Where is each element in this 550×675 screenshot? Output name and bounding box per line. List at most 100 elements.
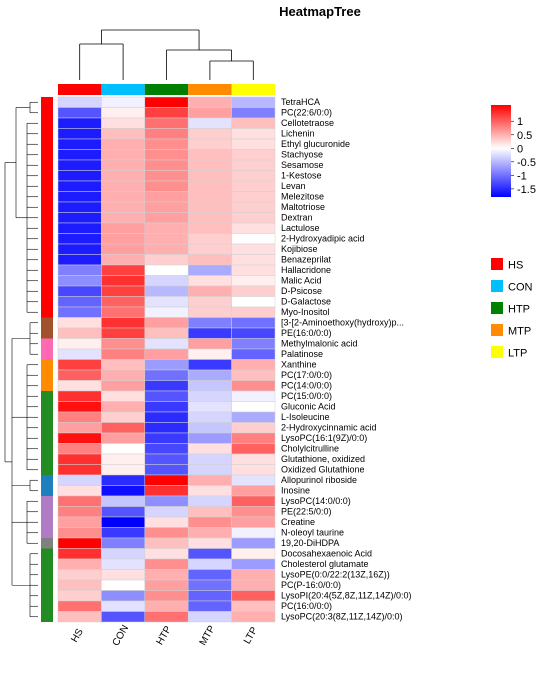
heatmap-cell [57,212,102,224]
heatmap-cells [57,96,276,623]
heatmap-cell [57,600,102,612]
heatmap-cell [144,138,189,150]
heatmap-cell [101,180,146,192]
heatmap-cell [231,191,276,203]
heatmap-cell [57,233,102,245]
row-group-swatch [41,380,53,391]
heatmap-cell [101,590,146,602]
chart-title: HeatmapTree [279,4,361,19]
heatmap-cell [231,107,276,119]
heatmap-cell [57,464,102,476]
row-label: L-Isoleucine [281,412,330,422]
heatmap-cell [187,170,232,182]
heatmap-cell [144,579,189,591]
legend-label: CON [508,282,533,294]
row-group-swatch [41,538,53,549]
column-group-swatch [188,84,232,95]
row-label: Cellotetraose [281,118,334,128]
heatmap-cell [57,96,102,108]
heatmap-cell [57,159,102,171]
heatmap-cell [101,338,146,350]
heatmap-cell [187,495,232,507]
heatmap-cell [101,600,146,612]
row-label: LysoPE(0:0/22:2(13Z,16Z)) [281,570,390,580]
heatmap-cell [231,212,276,224]
heatmap-cell [187,107,232,119]
group-legend: HS CON HTP MTP LTP [491,258,533,360]
heatmap-cell [187,390,232,402]
colorbar-tick-label: -0.5 [517,157,536,169]
row-label: Xanthine [281,360,317,370]
heatmap-cell [57,411,102,423]
heatmap-cell [144,485,189,497]
row-label: Allopurinol riboside [281,475,357,485]
heatmap-cell [187,401,232,413]
heatmap-cell [231,464,276,476]
heatmap-cell [231,96,276,108]
heatmap-cell [187,590,232,602]
heatmap-cell [144,222,189,234]
heatmap-cell [144,443,189,455]
row-group-swatch [41,139,53,150]
heatmap-cell [144,516,189,528]
row-label: Hallacridone [281,265,331,275]
heatmap-cell [187,453,232,465]
heatmap-cell [187,485,232,497]
heatmap-cell [101,359,146,371]
row-group-swatch [41,590,53,601]
row-label: Lactulose [281,223,320,233]
heatmap-cell [57,611,102,623]
heatmap-cell [144,306,189,318]
heatmap-cell [101,495,146,507]
heatmap-cell [57,369,102,381]
row-group-swatch [41,128,53,139]
heatmap-cell [231,495,276,507]
row-label: PE(22:5/0:0) [281,507,332,517]
row-label: Malic Acid [281,276,322,286]
heatmap-cell [187,558,232,570]
heatmap-cell [144,590,189,602]
row-group-swatch [41,317,53,328]
colorbar-tick-label: -1.5 [517,184,536,196]
heatmap-cell [144,296,189,308]
heatmap-cell [101,159,146,171]
row-label: Oxidized Glutathione [281,465,365,475]
heatmap-cell [57,191,102,203]
column-label: CON [111,623,132,648]
heatmap-cell [57,222,102,234]
heatmap-cell [101,432,146,444]
row-group-swatch [41,359,53,370]
heatmap-cell [187,548,232,560]
row-label: LysoPC(16:1(9Z)/0:0) [281,433,367,443]
column-label: HS [69,627,86,645]
row-group-swatch [41,223,53,234]
heatmap-cell [231,548,276,560]
legend-swatch [491,280,503,292]
heatmap-cell [144,432,189,444]
heatmap-cell [231,369,276,381]
column-label: MTP [198,624,218,648]
heatmap-cell [187,222,232,234]
colorbar: 1 0.50 -0.5-1 -1.5 [491,105,536,197]
heatmap-cell [231,411,276,423]
heatmap-cell [144,401,189,413]
heatmap-cell [101,201,146,213]
heatmap-cell [144,411,189,423]
colorbar-tick-label: -1 [517,170,527,182]
heatmap-cell [144,464,189,476]
heatmap-cell [57,254,102,266]
row-label: Sesamose [281,160,324,170]
heatmap-cell [144,390,189,402]
heatmap-cell [57,432,102,444]
heatmap-cell [101,453,146,465]
legend-label: MTP [508,326,531,338]
heatmap-cell [187,317,232,329]
row-group-swatch [41,265,53,276]
heatmap-cell [187,212,232,224]
heatmap-cell [187,243,232,255]
heatmap-cell [144,600,189,612]
row-group-swatch [41,391,53,402]
heatmap-cell [187,516,232,528]
heatmap-cell [57,359,102,371]
